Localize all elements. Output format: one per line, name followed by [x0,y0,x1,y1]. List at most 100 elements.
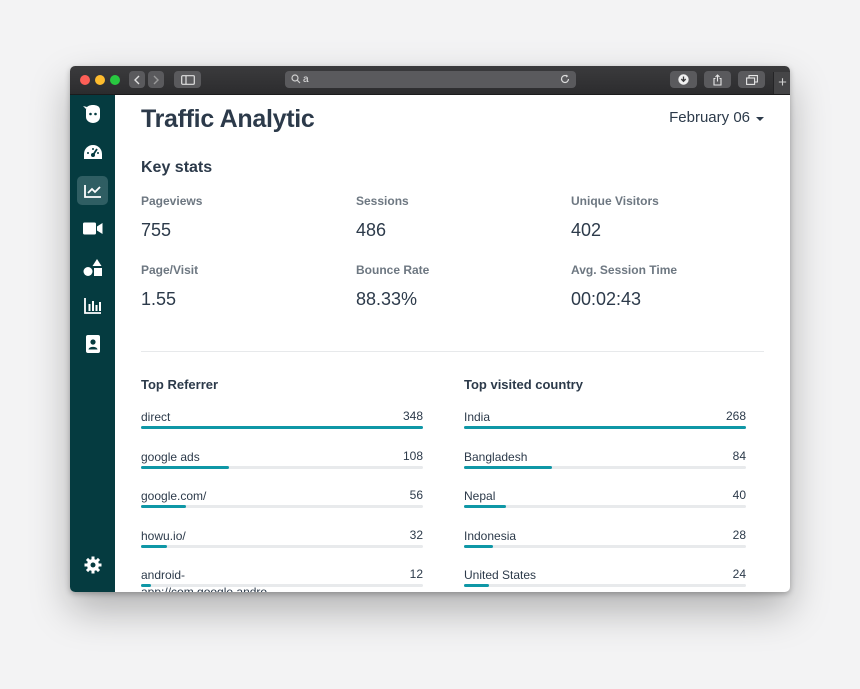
zoom-window-button[interactable] [110,75,120,85]
browser-window: a + [70,66,790,592]
reload-icon[interactable] [560,74,570,84]
list-item[interactable]: android-app://com.google.andro 12 [141,567,423,592]
share-button[interactable] [704,71,731,88]
list-item-value: 84 [732,448,746,463]
progress-fill [464,465,553,469]
new-tab-button[interactable]: + [773,72,790,94]
list-item[interactable]: United States 24 [464,567,746,592]
top-country-title: Top visited country [464,377,583,392]
date-label: February 06 [669,109,750,126]
stat-value: 755 [141,220,172,240]
list-item[interactable]: Bangladesh 84 [464,449,746,489]
progress-track [464,465,746,469]
progress-fill [464,544,494,548]
downloads-button[interactable] [670,71,697,88]
main-content: Traffic Analytic February 06 Key stats P… [115,95,790,592]
plus-icon: + [778,74,787,91]
list-item-name: android-app://com.google.andro [141,568,268,592]
list-item[interactable]: google.com/56 [141,488,423,528]
list-item[interactable]: India 268 [464,409,746,449]
list-item[interactable]: howu.io/32 [141,528,423,568]
logo-face-icon [82,104,100,123]
search-icon [291,74,301,84]
stat-page-visit: Page/Visit 1.55 [141,263,341,310]
progress-track [464,505,746,508]
tabs-icon [745,74,758,85]
progress-fill [141,426,423,429]
back-button[interactable] [129,71,145,88]
sidebar-item-dashboard[interactable] [77,137,108,166]
list-item-name: google ads [141,449,200,464]
forward-button[interactable] [148,71,164,88]
stat-value: 88.33% [356,289,418,309]
progress-fill [141,544,167,548]
progress-track [464,584,746,587]
minimize-window-button[interactable] [95,75,105,85]
settings-button[interactable] [77,550,108,579]
stat-label: Pageviews [141,194,203,208]
list-item[interactable]: direct 348 [141,409,423,449]
progress-track [141,465,423,469]
list-item-name: India [464,410,491,424]
tabs-overview-button[interactable] [738,71,765,88]
progress-fill [464,426,746,429]
progress-fill [141,505,187,508]
list-item-name: direct [141,410,171,424]
gear-icon [84,556,101,573]
sidebar-item-video[interactable] [77,214,108,243]
stat-avg-session-time: Avg. Session Time 00:02:43 [571,263,771,310]
app-sidebar [70,95,115,592]
stat-value: 402 [571,220,602,240]
sidebar-item-contacts[interactable] [77,329,108,358]
list-item-value: 56 [409,488,423,502]
caret-down-icon [756,116,764,121]
stat-label: Unique Visitors [571,194,659,208]
list-item-value: 108 [402,448,423,463]
progress-track [141,584,423,587]
top-referrer-rows: direct 348 google ads 108 google.com/56 howu.… [141,409,423,592]
list-item[interactable]: Nepal 40 [464,488,746,528]
sidebar-item-shapes[interactable] [77,253,108,282]
date-dropdown[interactable]: February 06 [669,109,764,126]
sidebar-item-analytics[interactable] [77,176,108,205]
top-country-list: Top visited country India 268 Bangladesh 84… [464,377,746,592]
stat-unique-visitors: Unique Visitors 402 [571,194,771,241]
section-divider [141,351,764,352]
list-item-name: Nepal [464,489,496,503]
sidebar-toggle-button[interactable] [174,71,201,88]
list-item-value: 28 [732,527,746,542]
stat-bounce-rate: Bounce Rate 88.33% [356,263,556,310]
top-referrer-list: Top Referrer direct 348 google ads 108 googl… [141,377,423,592]
stat-pageviews: Pageviews 755 [141,194,341,241]
sidebar-panel-icon [180,74,195,85]
dashboard-gauge-icon [83,144,102,159]
chevron-right-icon [153,75,159,84]
progress-track [141,544,423,548]
trend-chart-icon [83,184,101,198]
top-referrer-title: Top Referrer [141,377,219,392]
progress-fill [141,465,229,469]
close-window-button[interactable] [80,75,90,85]
video-camera-icon [82,222,102,235]
address-bar[interactable]: a [285,71,576,88]
page-title: Traffic Analytic [141,105,315,133]
share-icon [713,73,722,86]
progress-fill [464,505,507,508]
browser-titlebar: a + [70,66,790,95]
list-item[interactable]: google ads 108 [141,449,423,489]
list-item[interactable]: Indonesia 28 [464,528,746,568]
stat-label: Avg. Session Time [571,263,678,277]
key-stats-title: Key stats [141,159,213,176]
list-item-name: Bangladesh [464,449,528,464]
stat-label: Page/Visit [141,263,199,277]
top-country-rows: India 268 Bangladesh 84 Nepal 40 Indonesia 28 Un… [464,409,746,592]
download-icon [678,74,689,85]
list-item-name: google.com/ [141,489,207,503]
contact-book-icon [85,334,100,353]
stat-value: 486 [356,220,387,240]
sidebar-item-reports[interactable] [77,291,108,320]
stat-label: Bounce Rate [356,263,430,277]
stat-label: Sessions [356,194,409,208]
list-item-value: 40 [732,488,746,502]
sidebar-logo[interactable] [77,99,108,128]
